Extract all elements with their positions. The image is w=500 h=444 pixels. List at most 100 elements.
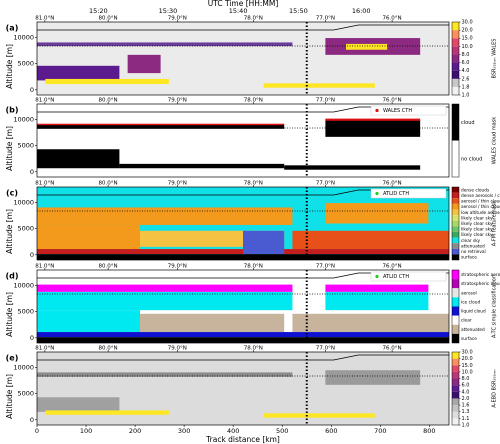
colorbar-label: A-FM featuremask: [492, 201, 498, 246]
colorbar-class-label: dense aerosols / cloud: [461, 193, 500, 199]
lat-tick-label: 81.0°N: [35, 346, 54, 352]
legend-label: ATLID CTH: [383, 274, 409, 280]
curtain-feature: [127, 54, 161, 74]
colorbar-label: BSR₅₃₂ₙₘ WALES: [492, 39, 498, 79]
colorbar-label: A-EBD BSR₃₅₅ₙₘ: [492, 369, 498, 407]
curtain-feature: [37, 332, 449, 338]
y-tick-label: 0: [30, 334, 34, 342]
colorbar-tick-label: 6.0: [462, 383, 470, 389]
colorbar-tick-label: 4.0: [462, 389, 470, 395]
lat-tick-label: 78.0°N: [244, 346, 263, 352]
colorbar-frame: [451, 269, 460, 344]
colorbar-class-label: cloud: [461, 120, 475, 126]
panel-label: (c): [6, 189, 18, 198]
y-tick-label: 0: [30, 168, 34, 176]
colorbar-tick-label: 1.6: [462, 403, 470, 409]
curtain-feature: [37, 123, 285, 126]
colorbar-tick-label: 2.6: [462, 76, 470, 82]
lat-tick-label: 77.0°N: [316, 16, 335, 22]
lat-tick-label: 79.0°N: [168, 98, 187, 104]
curtain-feature: [37, 224, 140, 250]
y-tick-label: 5000: [17, 60, 34, 68]
x-tick-label: 100: [80, 427, 92, 435]
colorbar-segment: [452, 30, 459, 39]
curtain-feature: [37, 124, 285, 129]
panel-label: (e): [6, 354, 19, 363]
x2-tick-label: 15:50: [289, 7, 308, 15]
colorbar-class: [452, 315, 459, 325]
colorbar-frame: [451, 351, 460, 426]
colorbar-class: [452, 270, 459, 280]
colorbar-segment: [452, 391, 459, 399]
colorbar-tick-label: 1.3: [462, 409, 470, 415]
lat-tick-label: 80.0°N: [99, 98, 118, 104]
lat-tick-label: 76.0°N: [383, 264, 402, 270]
colorbar-class: [452, 231, 459, 238]
colorbar-class: [452, 215, 459, 221]
colorbar-class-label: low altitude aerosol: [461, 210, 500, 216]
curtain-feature: [45, 78, 169, 85]
curtain-feature: [37, 42, 293, 47]
y-tick-label: 5000: [17, 390, 34, 398]
y-axis-label: Altitude [m]: [5, 44, 14, 89]
curtain-feature: [37, 149, 120, 169]
colorbar-tick-label: 2.0: [462, 396, 470, 402]
colorbar-class-label: surface: [461, 255, 477, 261]
colorbar-tick-label: 10.0: [462, 369, 473, 375]
colorbar-class: [452, 187, 459, 193]
curtain-feature: [37, 65, 120, 81]
colorbar-class: [452, 192, 459, 199]
colorbar-class-label: likely clear sky: [461, 221, 493, 227]
colorbar-class: [452, 254, 459, 260]
lat-tick-label: 76.0°N: [383, 16, 402, 22]
colorbar-segment: [452, 78, 459, 87]
legend-marker: [375, 191, 379, 196]
colorbar-class-label: aerosol / thin cloud: [461, 199, 500, 205]
colorbar-segment: [452, 46, 459, 55]
curtain-feature: [243, 230, 285, 255]
curtain-feature: [37, 310, 140, 333]
lat-tick-label: 76.0°N: [383, 346, 402, 352]
lat-tick-label: 78.0°N: [244, 98, 263, 104]
colorbar-class: [452, 237, 459, 244]
curtain-feature: [119, 163, 285, 169]
colorbar-segment: [452, 62, 459, 71]
colorbar-class-label: likely clear sky: [461, 227, 493, 233]
legend-box: [370, 188, 447, 199]
colorbar-class-label: attenuated: [461, 243, 485, 249]
lat-tick-label: 81.0°N: [35, 264, 54, 270]
curtain-feature: [284, 165, 421, 170]
curtain-feature: [292, 230, 449, 250]
legend-label: WALES CTH: [383, 108, 412, 114]
curtain-feature: [325, 284, 429, 292]
colorbar-tick-label: 20.0: [462, 28, 473, 34]
y-tick-label: 5000: [17, 225, 34, 233]
curtain-feature: [37, 284, 293, 292]
colorbar-class-label: stratospheric cloud: [461, 281, 500, 287]
legend-marker: [375, 108, 379, 113]
lat-tick-label: 80.0°N: [99, 264, 118, 270]
panel: 0 5000 10000 Altitude [m] (c) 81.0°N 80.0°N 79.…: [5, 181, 500, 261]
y-tick-label: 10000: [13, 199, 34, 207]
lat-tick-label: 77.0°N: [316, 346, 335, 352]
lat-tick-label: 79.0°N: [168, 16, 187, 22]
curtain-feature: [140, 313, 285, 333]
colorbar-tick-label: 1.1: [462, 416, 470, 422]
colorbar-class-label: clear sky: [461, 238, 481, 244]
colorbar-segment: [452, 418, 459, 425]
y-tick-label: 0: [30, 251, 34, 259]
plot-frame: [36, 186, 450, 261]
x-axis-label: Track distance [km]: [205, 435, 280, 444]
curtain-feature: [37, 291, 293, 311]
colorbar-segment: [452, 352, 459, 359]
colorbar-class: [452, 220, 459, 227]
colorbar-class: [452, 104, 459, 141]
x2-tick-label: 15:20: [89, 7, 108, 15]
curtain-feature: [37, 372, 293, 377]
colorbar-segment: [452, 38, 459, 47]
colorbar-tick-label: 10.0: [462, 44, 473, 50]
panel-label: (d): [5, 272, 18, 281]
panel: 0 5000 10000 Altitude [m] (d) 81.0°N 80.0°N 79.…: [5, 264, 500, 344]
curtain-feature: [37, 397, 120, 412]
colorbar-tick-label: 6.0: [462, 60, 470, 66]
